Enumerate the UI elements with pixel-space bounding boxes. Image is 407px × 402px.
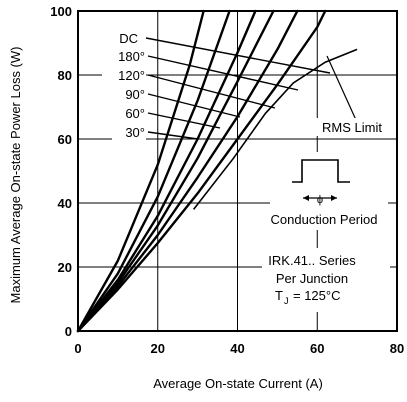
curve-label-120: 120° bbox=[118, 68, 145, 83]
x-axis-title: Average On-state Current (A) bbox=[153, 376, 323, 391]
curve-label-90: 90° bbox=[125, 87, 145, 102]
y-tick-label: 40 bbox=[58, 196, 72, 211]
conduction-waveform bbox=[292, 159, 350, 183]
rms-limit-label: RMS Limit bbox=[322, 120, 382, 135]
curve-label-180: 180° bbox=[118, 49, 145, 64]
rms-limit-annotation: RMS Limit bbox=[316, 55, 390, 136]
rms-limit-line bbox=[192, 48, 358, 210]
per-junction-label: Per Junction bbox=[276, 271, 348, 286]
y-tick-label: 100 bbox=[50, 4, 72, 19]
x-tick-label: 0 bbox=[74, 341, 81, 356]
curve-label-60: 60° bbox=[125, 106, 145, 121]
series-line-4 bbox=[76, 9, 231, 333]
y-axis-title: Maximum Average On-state Power Loss (W) bbox=[8, 47, 23, 304]
conduction-phi: ϕ bbox=[317, 194, 323, 206]
leader-90 bbox=[147, 93, 241, 118]
tick-labels: 0 20 40 60 80 0 20 40 60 80 100 bbox=[50, 4, 404, 356]
device-annotation: IRK.41.. Series Per Junction T J = 125°C bbox=[262, 248, 390, 312]
arrow-left-icon bbox=[303, 195, 309, 201]
grid bbox=[77, 10, 398, 332]
x-tick-label: 20 bbox=[151, 341, 165, 356]
plot-frame bbox=[77, 10, 398, 332]
leader-120 bbox=[147, 74, 276, 109]
leader-30 bbox=[147, 131, 199, 140]
leader-dc bbox=[145, 37, 331, 74]
label-bg bbox=[108, 31, 144, 46]
curve-label-dc: DC bbox=[119, 31, 138, 46]
symbol-bg bbox=[270, 152, 388, 230]
x-tick-label: 40 bbox=[230, 341, 244, 356]
label-bg bbox=[102, 49, 146, 64]
annotation-bg bbox=[262, 248, 390, 312]
series-line-1 bbox=[76, 9, 299, 333]
conduction-period-label: Conduction Period bbox=[271, 212, 378, 227]
label-bg bbox=[102, 68, 146, 83]
label-bg bbox=[316, 118, 390, 136]
series-line-2 bbox=[76, 9, 275, 333]
series-line-3 bbox=[76, 9, 257, 333]
leader-60 bbox=[147, 112, 221, 129]
curves bbox=[76, 9, 358, 333]
conduction-period-symbol: ϕ Conduction Period bbox=[270, 152, 388, 230]
label-bg bbox=[112, 87, 146, 102]
rms-leader bbox=[326, 55, 357, 121]
tj-value: = 125°C bbox=[293, 288, 340, 303]
x-tick-label: 60 bbox=[310, 341, 324, 356]
y-tick-label: 80 bbox=[58, 68, 72, 83]
y-tick-label: 20 bbox=[58, 260, 72, 275]
arrow-right-icon bbox=[331, 195, 337, 201]
y-tick-label: 60 bbox=[58, 132, 72, 147]
tj-subscript: J bbox=[284, 296, 289, 306]
curve-labels: DC 180° 120° 90° 60° 30° bbox=[102, 31, 331, 140]
leader-180 bbox=[147, 55, 299, 91]
label-bg bbox=[112, 125, 146, 140]
series-label: IRK.41.. Series bbox=[268, 253, 356, 268]
y-tick-label: 0 bbox=[65, 324, 72, 339]
curve-label-30: 30° bbox=[125, 125, 145, 140]
x-tick-label: 80 bbox=[390, 341, 404, 356]
tj-symbol: T bbox=[275, 288, 283, 303]
series-line-0 bbox=[76, 9, 327, 333]
label-bg bbox=[112, 106, 146, 121]
